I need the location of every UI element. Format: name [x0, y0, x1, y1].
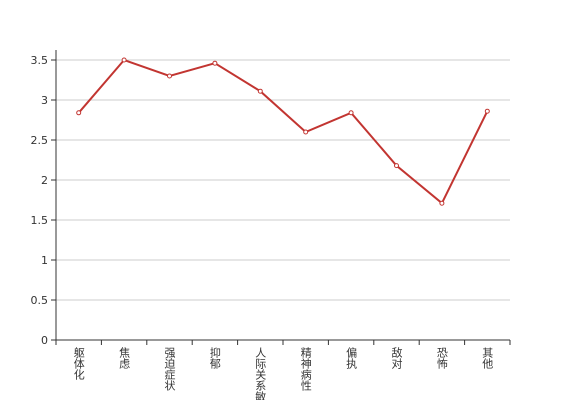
x-tick-label: 躯体化: [72, 347, 85, 381]
x-tick-label: 抑郁: [208, 346, 221, 369]
point: [439, 200, 445, 206]
x-tick-label: 精神病性: [299, 347, 312, 392]
point: [167, 73, 172, 79]
y-tick-label: 1: [41, 254, 48, 267]
point: [121, 57, 127, 63]
y-tick-label: 0: [41, 334, 48, 347]
point: [212, 60, 218, 66]
y-tick-label: 3: [41, 94, 48, 107]
point: [348, 110, 354, 116]
point: [303, 129, 309, 135]
y-tick-label: 0.5: [31, 294, 49, 307]
x-tick-label: 偏执: [345, 346, 358, 370]
y-tick-label: 3.5: [31, 54, 49, 67]
x-tick-label: 强迫症状: [163, 347, 176, 391]
point: [76, 110, 82, 116]
y-tick-label: 1.5: [31, 214, 49, 227]
point: [257, 88, 263, 94]
y-tick-label: 2: [41, 174, 48, 187]
y-tick-label: 2.5: [31, 134, 49, 147]
line: [77, 58, 489, 205]
x-tick-label: 焦虑: [118, 347, 131, 369]
x-tick-label: 其他: [481, 347, 494, 369]
point: [484, 108, 490, 114]
x-tick-label: 敌对: [390, 346, 403, 369]
x-tick-label: 恐怖: [435, 347, 448, 369]
point: [394, 163, 399, 169]
x-tick-label: 人际关系敏感: [254, 347, 267, 400]
